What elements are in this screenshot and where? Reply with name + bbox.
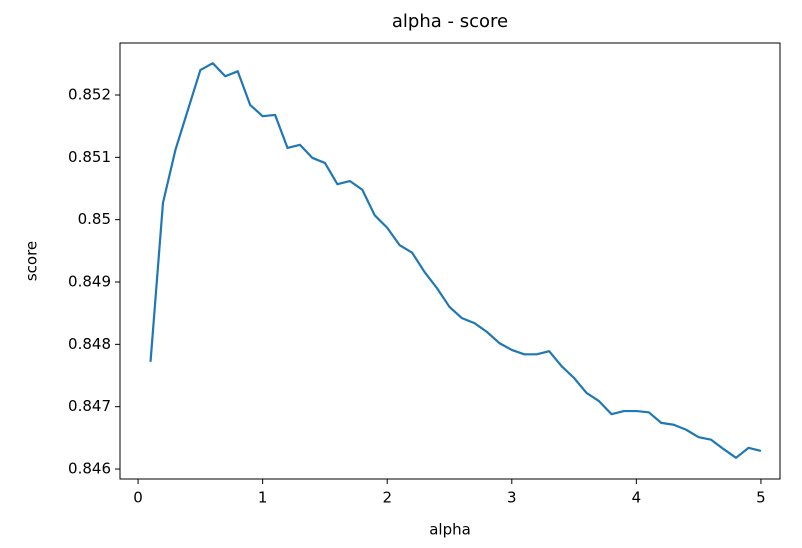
chart-title: alpha - score	[392, 11, 508, 32]
y-tick-label: 0.846	[68, 460, 111, 478]
y-tick-label: 0.848	[68, 335, 111, 353]
x-axis-label: alpha	[429, 521, 471, 539]
x-tick-label: 0	[133, 489, 143, 507]
x-tick-label: 5	[756, 489, 766, 507]
x-tick-label: 2	[382, 489, 392, 507]
y-tick-label: 0.851	[68, 148, 111, 166]
y-tick-label: 0.85	[78, 210, 111, 228]
y-axis-label: score	[23, 241, 41, 281]
line-series	[149, 62, 762, 459]
plot-frame	[119, 42, 781, 480]
y-tick-label: 0.852	[68, 85, 111, 103]
y-tick-label: 0.849	[68, 273, 111, 291]
x-tick-label: 3	[507, 489, 517, 507]
x-tick-label: 1	[258, 489, 268, 507]
x-tick-label: 4	[632, 489, 642, 507]
y-tick-label: 0.847	[68, 397, 111, 415]
